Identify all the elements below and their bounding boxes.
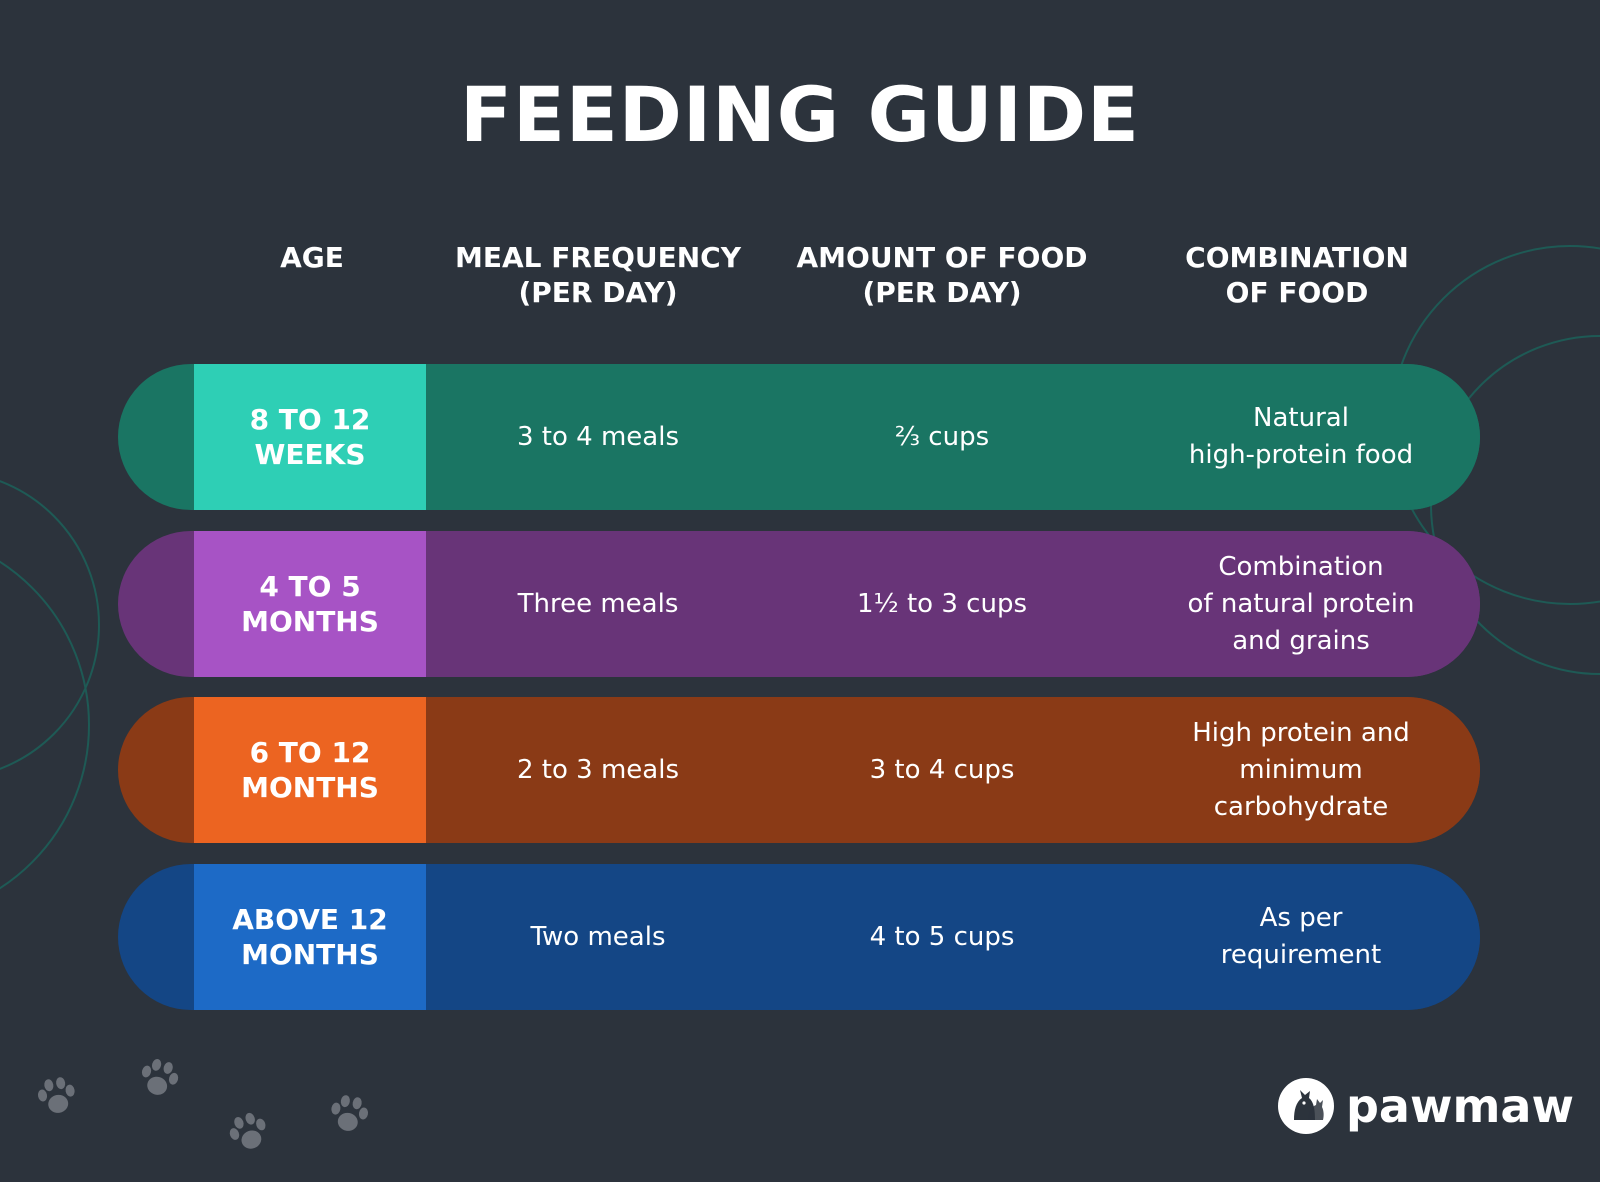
age-cell: 4 TO 5 MONTHS — [194, 531, 426, 677]
dog-cat-silhouette-icon — [1278, 1078, 1334, 1134]
decorative-circle — [0, 530, 90, 920]
meal-frequency-cell: Three meals — [434, 531, 762, 677]
page-title: FEEDING GUIDE — [460, 70, 1140, 159]
header-amount-of-food: AMOUNT OF FOOD (PER DAY) — [796, 241, 1088, 309]
decorative-circle — [0, 470, 100, 780]
paw-print-icon — [30, 1070, 83, 1123]
age-cell: ABOVE 12 MONTHS — [194, 864, 426, 1010]
paw-print-icon — [131, 1051, 187, 1107]
amount-of-food-cell: 3 to 4 cups — [770, 697, 1114, 843]
brand-logo: pawmaw — [1278, 1076, 1574, 1136]
header-combination-of-food: COMBINATION OF FOOD — [1185, 241, 1409, 309]
paw-print-icon — [322, 1088, 375, 1141]
paw-print-icon — [220, 1104, 279, 1163]
combination-of-food-cell: As per requirement — [1122, 864, 1480, 1010]
amount-of-food-cell: ⅔ cups — [770, 364, 1114, 510]
meal-frequency-cell: Two meals — [434, 864, 762, 1010]
meal-frequency-cell: 3 to 4 meals — [434, 364, 762, 510]
header-age: AGE — [280, 241, 344, 274]
age-cell: 8 TO 12 WEEKS — [194, 364, 426, 510]
header-meal-frequency: MEAL FREQUENCY (PER DAY) — [455, 241, 741, 309]
table-row: 8 TO 12 WEEKS 3 to 4 meals ⅔ cups Natura… — [118, 364, 1480, 510]
table-row: ABOVE 12 MONTHS Two meals 4 to 5 cups As… — [118, 864, 1480, 1010]
combination-of-food-cell: High protein and minimum carbohydrate — [1122, 697, 1480, 843]
amount-of-food-cell: 1½ to 3 cups — [770, 531, 1114, 677]
table-row: 6 TO 12 MONTHS 2 to 3 meals 3 to 4 cups … — [118, 697, 1480, 843]
amount-of-food-cell: 4 to 5 cups — [770, 864, 1114, 1010]
combination-of-food-cell: Natural high-protein food — [1122, 364, 1480, 510]
brand-name: pawmaw — [1346, 1079, 1574, 1133]
table-row: 4 TO 5 MONTHS Three meals 1½ to 3 cups C… — [118, 531, 1480, 677]
meal-frequency-cell: 2 to 3 meals — [434, 697, 762, 843]
combination-of-food-cell: Combination of natural protein and grain… — [1122, 531, 1480, 677]
age-cell: 6 TO 12 MONTHS — [194, 697, 426, 843]
